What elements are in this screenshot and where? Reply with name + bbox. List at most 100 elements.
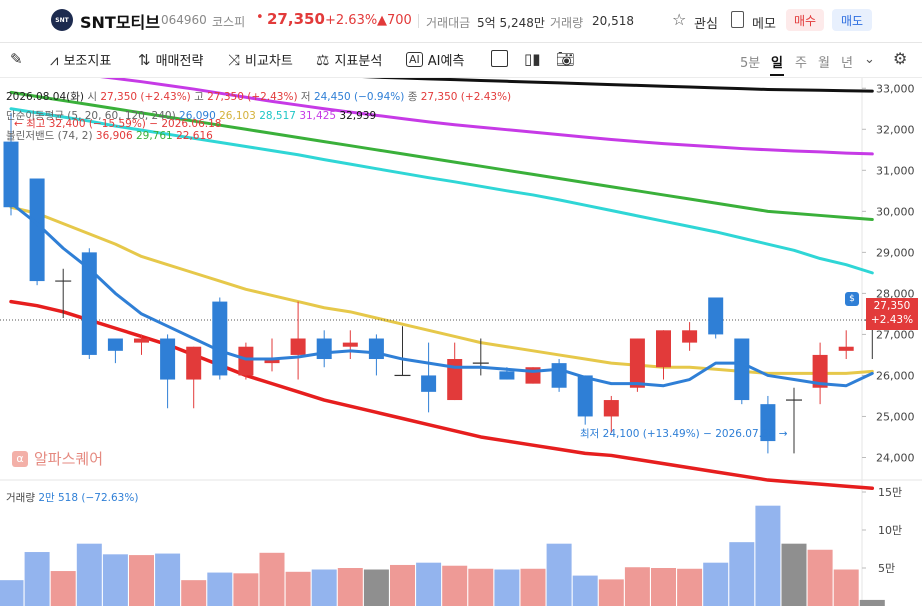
favorite-button[interactable]: 관심 xyxy=(694,17,718,32)
volume-bar xyxy=(363,569,389,606)
volume-bar xyxy=(337,568,363,606)
volume-bar xyxy=(624,567,650,606)
candle-body xyxy=(212,301,228,376)
dollar-icon[interactable]: $ xyxy=(845,292,859,306)
volume-bar xyxy=(102,554,128,606)
candle-body xyxy=(421,375,437,392)
compare-button[interactable]: ⤨ 비교차트 xyxy=(228,50,293,70)
volume-legend: 거래량 2만 518 (−72.63%) xyxy=(6,490,138,505)
change-percent: +2.63% xyxy=(325,13,378,28)
volume-bar xyxy=(416,562,442,606)
price-tick-label: 25,000 xyxy=(876,410,915,423)
candle-body xyxy=(551,363,567,388)
market-label: 코스피 xyxy=(212,15,246,29)
bollinger-lower-line xyxy=(9,299,875,491)
volume-bar xyxy=(468,568,494,606)
star-icon[interactable]: ☆ xyxy=(672,10,687,29)
price-chart[interactable]: 24,000 25,000 26,000 27,000 28,000 29,000 30,0… xyxy=(0,78,922,606)
camera-icon[interactable]: 📷︎ xyxy=(556,50,576,68)
price-tick-label: 26,000 xyxy=(876,369,915,382)
price-tick-label: 29,000 xyxy=(876,246,915,259)
candle-body xyxy=(316,338,332,360)
analysis-label: 지표분석 xyxy=(334,54,383,69)
period-month[interactable]: 월 xyxy=(818,56,830,71)
period-week[interactable]: 주 xyxy=(795,56,807,71)
candle-body xyxy=(838,346,854,351)
memo-icon[interactable] xyxy=(731,11,744,28)
candle-body xyxy=(447,359,463,401)
volume-bar xyxy=(729,542,755,606)
chevron-down-icon[interactable]: ⌄ xyxy=(864,52,875,67)
ma-legend: 단순이동평균 (5, 20, 60, 120, 240) 26,090 26,1… xyxy=(6,110,377,122)
candle-body xyxy=(499,371,515,380)
volume-bar xyxy=(677,568,703,606)
candle-body xyxy=(368,338,384,360)
volume-bar xyxy=(311,569,337,606)
volume-bar xyxy=(76,543,102,606)
ma60-line xyxy=(9,107,874,275)
volume-bar xyxy=(859,599,885,606)
price-tick-label: 28,000 xyxy=(876,287,915,300)
candle-body xyxy=(577,375,593,417)
alphasquare-watermark: α 알파스퀘어 xyxy=(12,448,103,469)
volume-bar xyxy=(807,549,833,606)
period-year[interactable]: 년 xyxy=(841,56,853,71)
gear-icon[interactable]: ⚙ xyxy=(893,49,908,68)
volume-tick-label: 10만 xyxy=(878,524,902,537)
square-icon[interactable] xyxy=(491,50,508,67)
volume-bar xyxy=(181,580,207,606)
pencil-icon[interactable]: ✎ xyxy=(10,50,23,68)
price-tick-label: 24,000 xyxy=(876,451,915,464)
candle-body xyxy=(656,330,671,368)
volume-bar xyxy=(390,564,415,606)
price-tick-label: 33,000 xyxy=(876,82,915,95)
candle-body xyxy=(290,338,306,355)
trade-amount-value: 5억 5,248만 xyxy=(477,16,545,30)
candle-body xyxy=(160,338,176,380)
volume-bar xyxy=(233,573,259,606)
memo-button[interactable]: 메모 xyxy=(752,17,776,32)
volume-bar xyxy=(755,505,781,606)
stock-name[interactable]: SNT모티브 xyxy=(80,13,160,32)
period-5min[interactable]: 5분 xyxy=(740,56,761,71)
candle-icon[interactable]: ▯▮ xyxy=(524,50,541,68)
high-annotation: ← 최고 32,400 (−15.59%) − 2026.06.18 xyxy=(14,118,222,130)
indicator-button[interactable]: ⩘ 보조지표 xyxy=(50,50,112,70)
stock-code: 064960 xyxy=(161,13,207,27)
volume-bar xyxy=(781,543,807,606)
sell-button[interactable]: 매도 xyxy=(832,9,872,31)
shuffle-icon: ⤨ xyxy=(228,50,241,69)
candle-body xyxy=(682,330,698,343)
trade-amount-label: 거래대금 xyxy=(426,16,471,30)
candle-body xyxy=(734,338,750,401)
strategy-button[interactable]: ⇅ 매매전략 xyxy=(138,50,204,70)
current-price-tag: 27,350 +2.43% xyxy=(866,298,918,330)
candle-body xyxy=(603,400,619,417)
current-price: 27,350 xyxy=(267,10,325,28)
volume-tick-label: 5만 xyxy=(878,562,895,575)
strategy-label: 매매전략 xyxy=(155,54,204,69)
volume-bar xyxy=(494,569,520,606)
alpha-logo-icon: α xyxy=(12,450,28,467)
ohlc-legend: 2026.08.04(화) 시 27,350 (+2.43%) 고 27,350… xyxy=(6,91,512,103)
volume-bar xyxy=(0,580,24,606)
bollinger-upper-line xyxy=(9,90,874,222)
volume-bar xyxy=(155,553,181,606)
period-day[interactable]: 일 xyxy=(771,56,783,71)
ai-predict-button[interactable]: AI AI예측 xyxy=(406,50,464,69)
change-amount: ▲700 xyxy=(377,13,412,28)
volume-bar xyxy=(129,555,154,606)
volume-bar xyxy=(833,569,859,606)
volume-bar xyxy=(50,571,76,606)
candle-body xyxy=(812,354,828,388)
volume-tick-label: 15만 xyxy=(878,486,902,499)
chart-toolbar: ✎ ⩘ 보조지표 ⇅ 매매전략 ⤨ 비교차트 ⚖ 지표분석 AI AI예측 ▯▮ 📷︎ 5… xyxy=(0,43,922,78)
ai-chip-icon: AI xyxy=(406,52,423,67)
analysis-button[interactable]: ⚖ 지표분석 xyxy=(316,50,383,70)
volume-bar xyxy=(285,571,311,606)
buy-button[interactable]: 매수 xyxy=(786,9,824,31)
candle-body xyxy=(29,178,45,282)
divider xyxy=(418,14,419,28)
indicator-label: 보조지표 xyxy=(63,54,112,69)
volume-bar xyxy=(598,579,624,606)
